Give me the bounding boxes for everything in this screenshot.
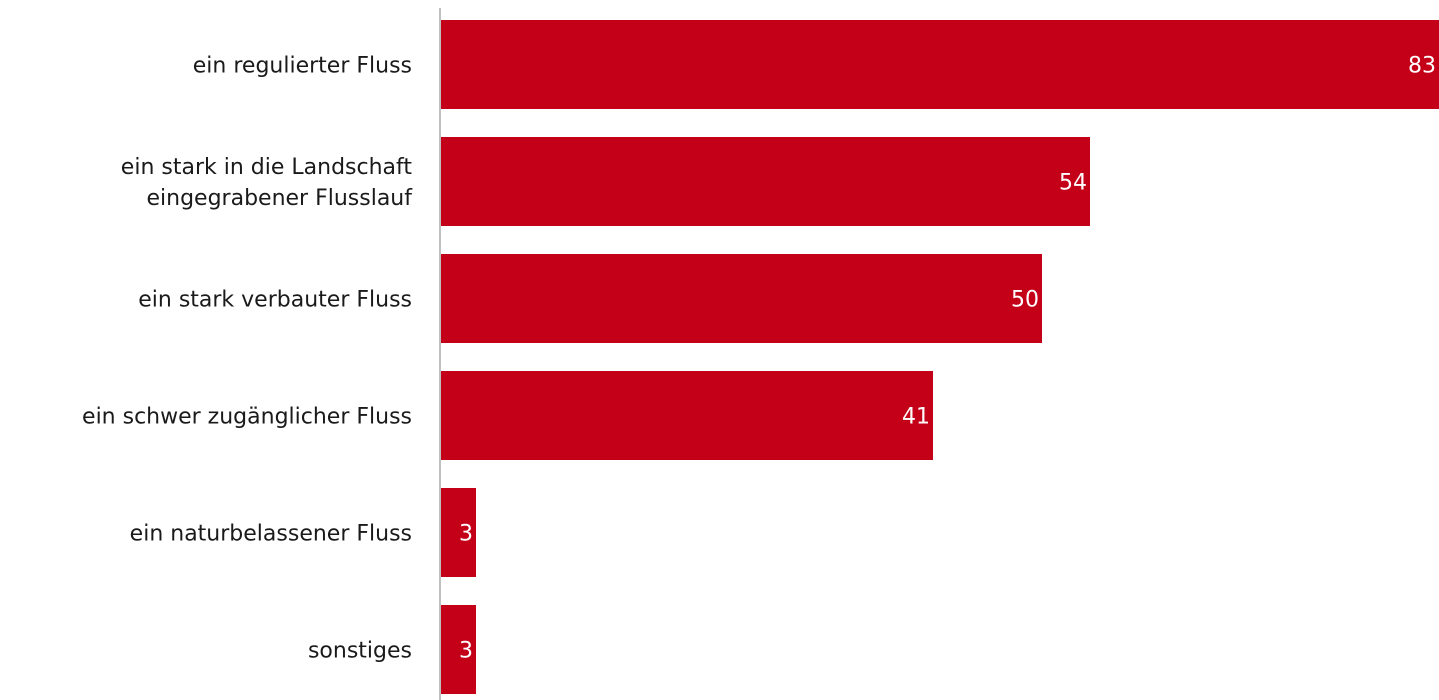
- category-label-line: ein stark verbauter Fluss: [138, 288, 412, 313]
- category-label-0: ein regulierter Fluss: [193, 54, 412, 79]
- bar-4: [440, 488, 476, 577]
- value-label-4: 3: [459, 522, 473, 547]
- category-label-5: sonstiges: [308, 639, 412, 664]
- category-label-4: ein naturbelassener Fluss: [130, 522, 412, 547]
- bar-0: [440, 20, 1439, 109]
- category-labels-group: ein regulierter Fluss ein stark in die La…: [82, 54, 413, 664]
- category-label-line: eingegrabener Flusslauf: [146, 186, 413, 211]
- category-label-line: ein stark in die Landschaft: [121, 155, 413, 180]
- bar-3: [440, 371, 933, 460]
- category-label-line: ein schwer zugänglicher Fluss: [82, 405, 412, 430]
- value-label-5: 3: [459, 639, 473, 664]
- category-label-line: ein regulierter Fluss: [193, 54, 412, 79]
- value-label-1: 54: [1059, 171, 1087, 196]
- value-label-0: 83: [1408, 54, 1436, 79]
- value-labels-group: 83 54 50 41 3 3: [459, 54, 1436, 664]
- category-label-line: ein naturbelassener Fluss: [130, 522, 412, 547]
- bar-2: [440, 254, 1042, 343]
- value-label-3: 41: [902, 405, 930, 430]
- category-label-line: sonstiges: [308, 639, 412, 664]
- value-label-2: 50: [1011, 288, 1039, 313]
- bar-5: [440, 605, 476, 694]
- bar-1: [440, 137, 1090, 226]
- category-label-2: ein stark verbauter Fluss: [138, 288, 412, 313]
- category-label-1: ein stark in die Landschaft eingegrabener…: [121, 155, 413, 211]
- bars-group: [440, 20, 1439, 694]
- category-label-3: ein schwer zugänglicher Fluss: [82, 405, 412, 430]
